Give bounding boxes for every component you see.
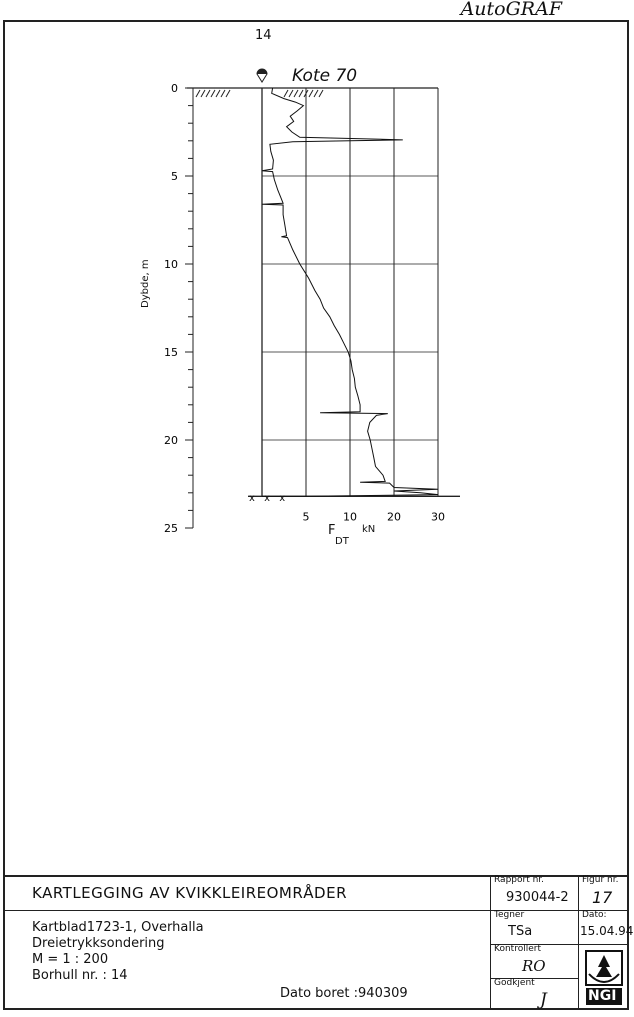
- elevation-note: Kote 70: [292, 66, 358, 86]
- ground-hatch: [313, 89, 319, 98]
- ngi-logo: NGI: [585, 950, 623, 1006]
- tegner-value: TSa: [508, 924, 533, 939]
- ground-hatch: [298, 89, 304, 98]
- x-axis-label: F: [328, 523, 336, 538]
- borehole-marker-fill: [257, 69, 267, 74]
- divider: [3, 910, 629, 911]
- ngi-logo-text: NGI: [588, 988, 617, 1004]
- ngi-logo-graphic: [585, 950, 623, 1005]
- force-depth-curve: [261, 87, 439, 497]
- ground-hatch: [195, 89, 201, 98]
- ground-hatch: [210, 89, 216, 98]
- godkjent-signature: J: [540, 990, 547, 1010]
- method: Dreietrykksondering: [32, 936, 165, 951]
- borehole-number: 14: [255, 28, 272, 43]
- ground-hatch: [220, 89, 226, 98]
- depth-tick-label: 20: [164, 434, 178, 447]
- scale: M = 1 : 200: [32, 952, 109, 967]
- depth-tick-label: 5: [171, 170, 178, 183]
- ground-hatch: [225, 89, 231, 98]
- stop-marks: x x x: [249, 493, 289, 504]
- depth-tick-label: 25: [164, 522, 178, 535]
- rapport-value: 930044-2: [506, 890, 569, 905]
- godkjent-label: Godkjent: [494, 978, 535, 988]
- ground-hatch: [283, 89, 289, 98]
- date-drilled: Dato boret :940309: [280, 986, 408, 1001]
- sheet-frame: [3, 20, 629, 1010]
- kontrollert-label: Kontrollert: [494, 944, 541, 954]
- ground-hatch: [308, 89, 314, 98]
- depth-tick-label: 15: [164, 346, 178, 359]
- divider: [490, 978, 578, 979]
- sounding-chart: 0 5 10 15 20 25 5 10 20 30: [164, 68, 460, 535]
- force-tick-label: 30: [431, 510, 445, 523]
- autograf-header: AutoGRAF: [460, 0, 562, 20]
- ground-hatch: [288, 89, 294, 98]
- dato-label: Dato:: [582, 910, 607, 920]
- divider: [490, 944, 629, 945]
- rapport-label: Rapport nr.: [494, 875, 545, 885]
- x-axis-unit: kN: [362, 524, 376, 535]
- ground-hatch: [318, 89, 324, 98]
- divider: [578, 875, 579, 1010]
- depth-tick-label: 0: [171, 82, 178, 95]
- borehole: Borhull nr. : 14: [32, 968, 128, 983]
- tegner-label: Tegner: [494, 910, 525, 920]
- kontrollert-signature: RO: [522, 957, 546, 975]
- map-sheet: Kartblad1723-1, Overhalla: [32, 920, 204, 935]
- x-axis-label-subscript: DT: [335, 536, 349, 547]
- ground-hatch: [215, 89, 221, 98]
- ground-hatch: [293, 89, 299, 98]
- figur-value: 17: [592, 888, 613, 907]
- project-title: KARTLEGGING AV KVIKKLEIREOMRÅDER: [32, 884, 348, 902]
- dato-value: 15.04.94: [580, 924, 634, 938]
- force-tick-label: 5: [303, 510, 310, 523]
- depth-tick-label: 10: [164, 258, 178, 271]
- figur-label: Figur nr.: [582, 875, 619, 885]
- divider: [3, 875, 629, 877]
- ground-hatch: [205, 89, 211, 98]
- force-tick-label: 20: [387, 510, 401, 523]
- ground-hatch: [200, 89, 206, 98]
- force-tick-label: 10: [343, 510, 357, 523]
- divider: [490, 875, 491, 1010]
